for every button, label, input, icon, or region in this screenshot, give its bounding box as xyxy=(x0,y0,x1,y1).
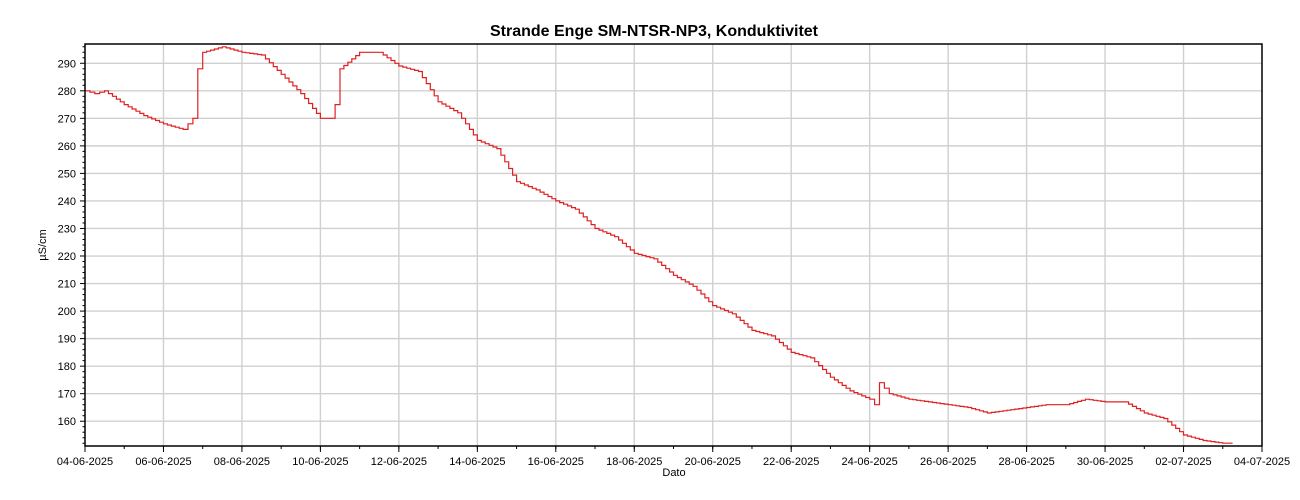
x-tick-label-2: 08-06-2025 xyxy=(214,456,270,468)
y-tick-labels: 160 170 180 190 200 210 220 230 240 250 260 270 280 2… xyxy=(58,58,76,428)
y-tick-label-2: 180 xyxy=(58,361,76,373)
x-tick-label-1: 06-06-2025 xyxy=(135,456,191,468)
ticks xyxy=(80,46,1263,452)
x-tick-label-12: 28-06-2025 xyxy=(998,456,1054,468)
x-tick-label-13: 30-06-2025 xyxy=(1077,456,1133,468)
y-tick-label-10: 260 xyxy=(58,141,76,153)
y-tick-label-8: 240 xyxy=(58,196,76,208)
chart-title: Strande Enge SM-NTSR-NP3, Konduktivitet xyxy=(490,23,819,40)
y-tick-label-9: 250 xyxy=(58,168,76,180)
x-tick-label-15: 04-07-2025 xyxy=(1234,456,1290,468)
x-tick-label-4: 12-06-2025 xyxy=(371,456,427,468)
x-tick-label-0: 04-06-2025 xyxy=(57,456,113,468)
y-tick-label-13: 290 xyxy=(58,58,76,70)
x-tick-label-3: 10-06-2025 xyxy=(292,456,348,468)
x-tick-label-7: 18-06-2025 xyxy=(606,456,662,468)
x-tick-label-9: 22-06-2025 xyxy=(763,456,819,468)
x-tick-label-5: 14-06-2025 xyxy=(449,456,505,468)
y-tick-label-11: 270 xyxy=(58,113,76,125)
x-axis-label: Dato xyxy=(662,467,685,479)
grid xyxy=(85,44,1262,446)
x-tick-label-10: 24-06-2025 xyxy=(842,456,898,468)
y-tick-label-1: 170 xyxy=(58,389,76,401)
y-tick-label-5: 210 xyxy=(58,279,76,291)
x-tick-label-8: 20-06-2025 xyxy=(685,456,741,468)
series-layer xyxy=(85,46,1233,444)
y-tick-label-0: 160 xyxy=(58,416,76,428)
y-tick-label-12: 280 xyxy=(58,86,76,98)
x-tick-labels: 04-06-2025 06-06-2025 08-06-2025 10-06-2025… xyxy=(57,456,1290,468)
x-tick-label-14: 02-07-2025 xyxy=(1155,456,1211,468)
x-tick-label-11: 26-06-2025 xyxy=(920,456,976,468)
y-axis-label: µS/cm xyxy=(37,229,49,260)
plot-frame xyxy=(84,43,1263,447)
x-tick-label-6: 16-06-2025 xyxy=(528,456,584,468)
y-tick-label-6: 220 xyxy=(58,251,76,263)
y-tick-label-3: 190 xyxy=(58,334,76,346)
series-line-0 xyxy=(85,46,1233,444)
y-tick-label-7: 230 xyxy=(58,223,76,235)
y-tick-label-4: 200 xyxy=(58,306,76,318)
